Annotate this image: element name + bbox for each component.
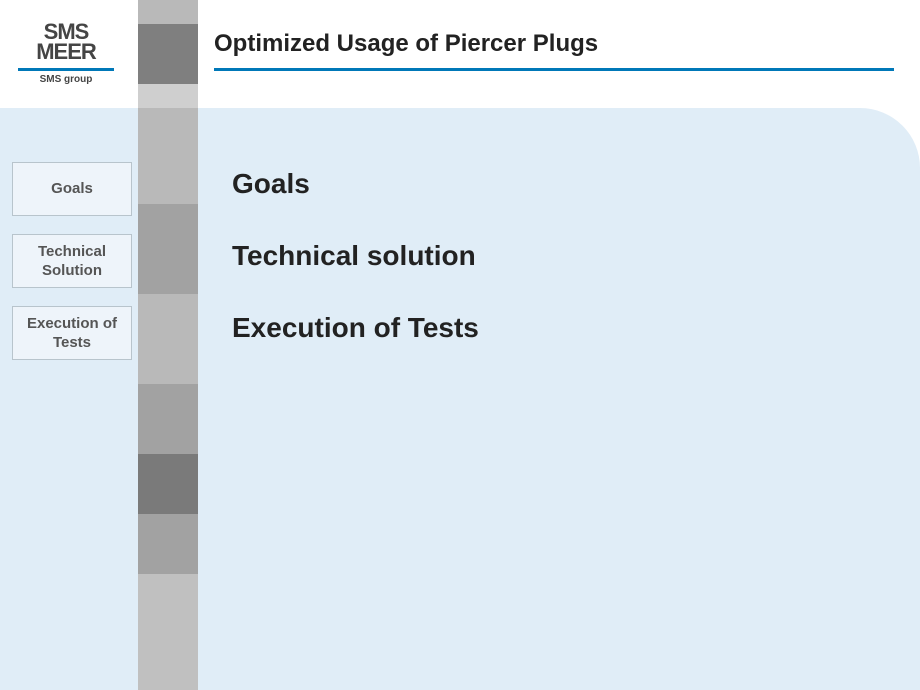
nav-btn-technical-solution[interactable]: Technical Solution <box>12 234 132 288</box>
heading-execution-of-tests: Execution of Tests <box>232 312 479 344</box>
nav-btn-execution-of-tests[interactable]: Execution of Tests <box>12 306 132 360</box>
logo-subtitle: SMS group <box>18 74 114 85</box>
logo-line-2: MEER <box>18 42 114 62</box>
vbar-segment <box>138 454 198 514</box>
logo-underline <box>18 68 114 71</box>
heading-technical-solution: Technical solution <box>232 240 479 272</box>
nav-btn-label: Technical Solution <box>17 242 127 281</box>
vbar-segment <box>138 108 198 204</box>
title-underline <box>214 68 894 71</box>
body-headings: Goals Technical solution Execution of Te… <box>232 168 479 344</box>
vbar-segment <box>138 574 198 690</box>
vertical-gray-bar <box>138 0 198 690</box>
vbar-segment <box>138 384 198 454</box>
nav-btn-goals[interactable]: Goals <box>12 162 132 216</box>
vbar-segment <box>138 294 198 384</box>
vbar-segment <box>138 204 198 294</box>
slide-title: Optimized Usage of Piercer Plugs <box>214 30 598 58</box>
nav-buttons: Goals Technical Solution Execution of Te… <box>12 162 132 360</box>
nav-btn-label: Execution of Tests <box>17 314 127 353</box>
nav-btn-label: Goals <box>51 179 93 199</box>
vbar-segment <box>138 0 198 24</box>
vbar-segment <box>138 24 198 84</box>
company-logo: SMS MEER SMS group <box>18 22 114 85</box>
heading-goals: Goals <box>232 168 479 200</box>
slide-stage: SMS MEER SMS group Optimized Usage of Pi… <box>0 0 920 690</box>
vbar-segment <box>138 514 198 574</box>
vbar-segment <box>138 84 198 108</box>
